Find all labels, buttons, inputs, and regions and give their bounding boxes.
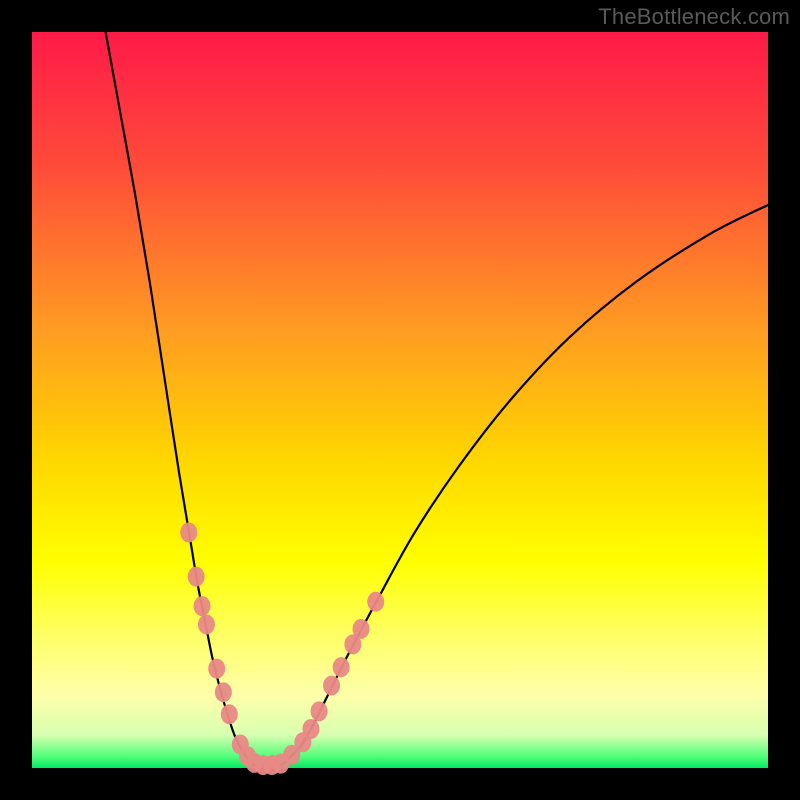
- watermark-text: TheBottleneck.com: [598, 4, 790, 30]
- highlight-marker: [333, 657, 350, 677]
- highlight-marker: [215, 682, 232, 702]
- highlight-marker: [221, 704, 238, 724]
- highlight-marker: [352, 619, 369, 639]
- chart-stage: TheBottleneck.com: [0, 0, 800, 800]
- chart-svg: [0, 0, 800, 800]
- highlight-marker: [194, 596, 211, 616]
- highlight-marker: [367, 592, 384, 612]
- highlight-marker: [180, 522, 197, 542]
- highlight-marker: [302, 719, 319, 739]
- highlight-marker: [323, 676, 340, 696]
- highlight-marker: [188, 567, 205, 587]
- highlight-marker: [311, 701, 328, 721]
- highlight-marker: [198, 614, 215, 634]
- plot-background: [32, 32, 768, 768]
- highlight-marker: [208, 659, 225, 679]
